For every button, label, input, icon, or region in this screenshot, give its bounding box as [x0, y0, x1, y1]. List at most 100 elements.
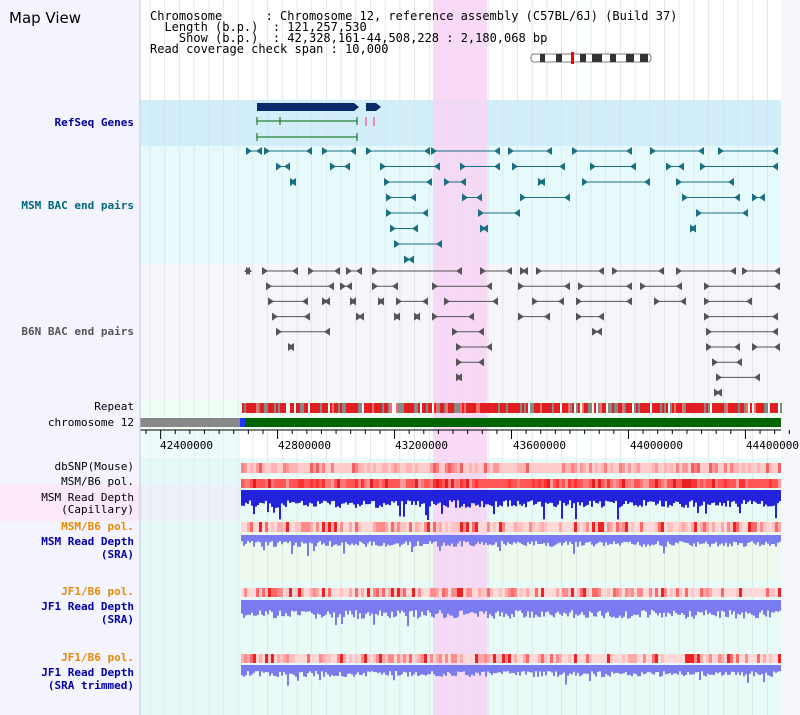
depth-bar — [397, 665, 399, 676]
depth-bar — [437, 535, 439, 547]
depth-bar — [713, 600, 715, 616]
heat-cell — [241, 522, 244, 532]
depth-bar — [469, 490, 471, 508]
depth-bar — [565, 535, 567, 542]
repeat-segment — [254, 403, 256, 413]
depth-bar — [313, 600, 315, 615]
depth-bar — [635, 535, 637, 545]
heat-cell — [664, 588, 667, 597]
depth-bar — [577, 490, 579, 503]
heat-cell — [364, 463, 367, 473]
depth-bar — [333, 600, 335, 613]
repeat-segment — [308, 403, 310, 413]
heat-cell — [592, 463, 595, 473]
depth-bar — [731, 600, 733, 615]
depth-bar — [243, 665, 245, 677]
depth-bar — [737, 665, 739, 673]
track-label-b6n-bac[interactable]: B6N BAC end pairs — [21, 325, 134, 338]
depth-bar — [717, 490, 719, 506]
track-label-refseq-genes[interactable]: RefSeq Genes — [54, 116, 134, 129]
heat-cell — [262, 522, 265, 532]
depth-bar — [569, 490, 571, 501]
heat-cell — [379, 463, 382, 473]
depth-bar — [491, 600, 493, 617]
heat-cell — [727, 522, 730, 532]
repeat-segment — [686, 403, 688, 413]
heat-cell — [775, 588, 778, 597]
heat-cell — [310, 654, 313, 663]
depth-bar — [261, 490, 263, 503]
heat-cell — [319, 479, 322, 488]
depth-bar — [455, 490, 457, 508]
depth-bar — [277, 600, 279, 616]
track-label-msm-b6-pol-1[interactable]: MSM/B6 pol. — [61, 475, 134, 488]
depth-bar — [703, 600, 705, 616]
heat-cell — [604, 463, 607, 473]
track-label-jf1-depth-sra[interactable]: JF1 Read Depth (SRA) — [41, 600, 134, 626]
heat-cell — [463, 479, 466, 488]
track-label-msm-depth-sra[interactable]: MSM Read Depth (SRA) — [41, 535, 134, 561]
depth-bar — [779, 490, 781, 502]
depth-bar — [599, 535, 601, 542]
track-label-msm-bac[interactable]: MSM BAC end pairs — [21, 199, 134, 212]
heat-cell — [550, 654, 553, 663]
depth-bar — [501, 600, 503, 613]
msm-bac-pair-end — [390, 224, 396, 233]
heat-cell — [274, 463, 277, 473]
msm-bac-pair-end — [590, 162, 596, 171]
heat-cell — [307, 522, 310, 532]
heat-cell — [739, 588, 742, 597]
heat-cell — [469, 463, 472, 473]
repeat-segment — [344, 403, 346, 413]
depth-bar — [307, 535, 309, 556]
track-label-jf1-b6-pol-2[interactable]: JF1/B6 pol. — [61, 651, 134, 664]
track-label-msm-b6-pol-2[interactable]: MSM/B6 pol. — [61, 520, 134, 533]
heat-cell — [670, 588, 673, 597]
depth-bar — [485, 600, 487, 612]
depth-bar — [719, 600, 721, 619]
track-label-jf1-b6-pol-1[interactable]: JF1/B6 pol. — [61, 585, 134, 598]
depth-bar — [563, 665, 565, 673]
b6n-bac-pair-end — [654, 297, 660, 306]
depth-bar — [693, 665, 695, 675]
heat-cell — [568, 479, 571, 488]
repeat-segment — [744, 403, 746, 413]
heat-cell — [517, 588, 520, 597]
heat-cell — [382, 522, 385, 532]
track-label-jf1-depth-trimmed[interactable]: JF1 Read Depth (SRA trimmed) — [41, 666, 134, 692]
heat-cell — [313, 463, 316, 473]
depth-bar — [709, 490, 711, 505]
depth-bar — [281, 600, 283, 617]
heat-cell — [427, 654, 430, 663]
depth-bar — [663, 600, 665, 613]
depth-bar — [629, 600, 631, 618]
heat-cell — [397, 463, 400, 473]
heat-cell — [745, 479, 748, 488]
depth-bar — [557, 490, 559, 505]
heat-cell — [520, 588, 523, 597]
depth-bar — [645, 600, 647, 612]
depth-bar — [333, 535, 335, 546]
track-label-dbsnp[interactable]: dbSNP(Mouse) — [54, 460, 134, 473]
depth-bar — [745, 535, 747, 547]
depth-bar — [369, 665, 371, 673]
heat-cell — [565, 522, 568, 532]
heat-cell — [511, 654, 514, 663]
depth-bar — [771, 535, 773, 545]
heat-cell — [493, 479, 496, 488]
depth-bar — [529, 490, 531, 502]
heat-cell — [586, 522, 589, 532]
heat-cell — [511, 588, 514, 597]
track-label-msm-depth-capillary[interactable]: MSM Read Depth (Capillary) — [41, 491, 134, 516]
depth-bar — [501, 490, 503, 507]
depth-bar — [541, 665, 543, 677]
depth-bar — [553, 600, 555, 618]
heat-cell — [523, 522, 526, 532]
heat-cell — [397, 654, 400, 663]
depth-bar — [539, 600, 541, 618]
heat-cell — [406, 463, 409, 473]
depth-bar — [675, 600, 677, 613]
depth-bar — [615, 600, 617, 619]
heat-cell — [556, 479, 559, 488]
